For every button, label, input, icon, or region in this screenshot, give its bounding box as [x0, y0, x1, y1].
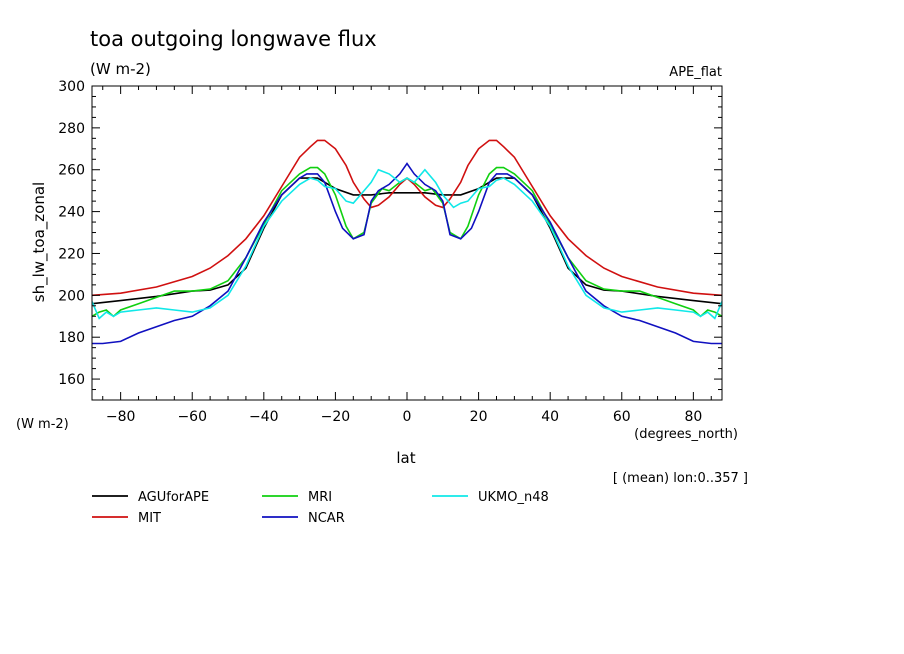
y-tick-label: 200: [58, 288, 85, 304]
y-tick-label: 280: [58, 121, 85, 137]
y-axis-units: (W m-2): [16, 417, 69, 432]
x-tick-label: 40: [541, 409, 559, 425]
x-tick-label: −60: [177, 409, 207, 425]
y-axis-label: sh_lw_toa_zonal: [30, 182, 49, 302]
series-line-ncar: [92, 162, 722, 345]
x-tick-label: 80: [684, 409, 702, 425]
legend-label: UKMO_n48: [478, 490, 549, 505]
series-line-ukmo-n48: [92, 168, 722, 320]
series-line-aguforape: [92, 177, 722, 305]
chart-title: toa outgoing longwave flux: [90, 27, 377, 51]
y-tick-label: 220: [58, 246, 85, 262]
x-tick-label: −40: [249, 409, 279, 425]
x-tick-label: 0: [403, 409, 412, 425]
plot-frame: [91, 85, 723, 401]
legend-label: MIT: [138, 511, 161, 526]
plot-area: [92, 139, 722, 345]
y-tick-label: 260: [58, 163, 85, 179]
y-tick-label: 180: [58, 330, 85, 346]
series-line-mri: [92, 166, 722, 318]
dataset-label: APE_flat: [669, 65, 722, 80]
legend: AGUforAPE MIT MRI NCAR UKMO_n48: [92, 490, 549, 526]
x-tick-label: −20: [321, 409, 351, 425]
legend-label: NCAR: [308, 511, 345, 526]
y-tick-label: 300: [58, 79, 85, 95]
y-tick-label: 160: [58, 372, 85, 388]
x-tick-label: 20: [470, 409, 488, 425]
x-axis-label: lat: [396, 449, 415, 467]
x-tick-label: −80: [106, 409, 136, 425]
legend-label: AGUforAPE: [138, 490, 209, 505]
x-axis-units: (degrees_north): [634, 427, 738, 442]
averaging-note: [ (mean) lon:0..357 ]: [613, 471, 748, 486]
legend-label: MRI: [308, 490, 332, 505]
chart-subtitle: (W m-2): [90, 60, 151, 78]
y-tick-label: 240: [58, 205, 85, 221]
axes: −80 −60 −40 −20 0 20 40 60 80 160 180 200 220 240 260 2…: [58, 79, 723, 425]
x-tick-label: 60: [613, 409, 631, 425]
